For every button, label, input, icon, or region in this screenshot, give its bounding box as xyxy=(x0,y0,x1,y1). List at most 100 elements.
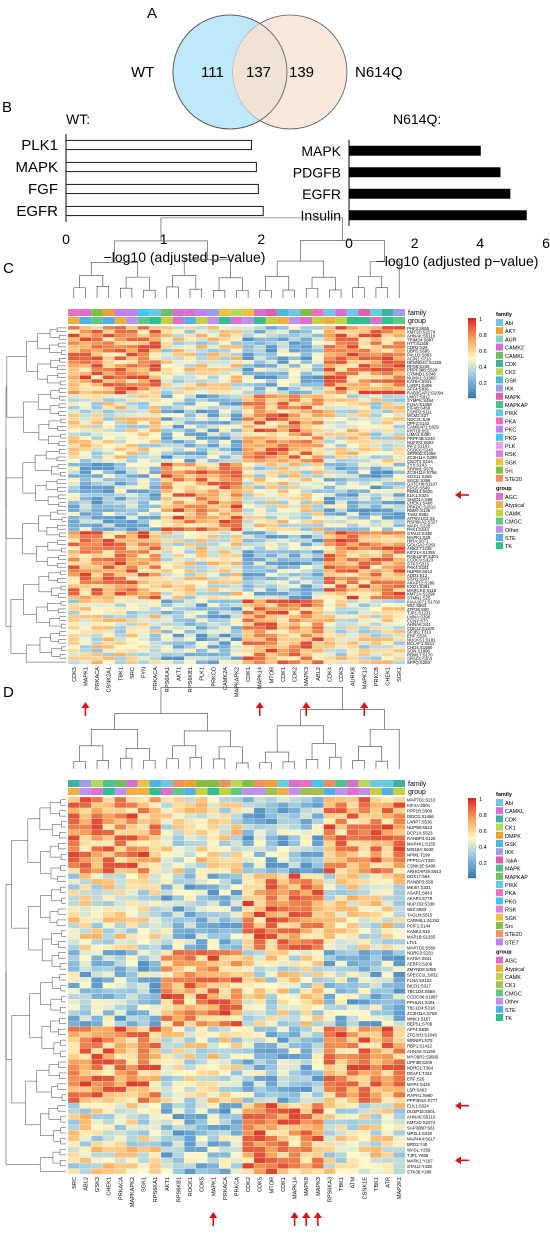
heatmap-cell xyxy=(311,938,324,945)
heatmap-cell xyxy=(91,1075,104,1082)
heatmap-cell xyxy=(160,1042,173,1049)
heatmap-cell xyxy=(253,614,266,619)
heatmap-cell xyxy=(207,1080,220,1087)
heatmap-cell xyxy=(358,618,371,623)
heatmap-cell xyxy=(184,1059,197,1066)
heatmap-cell xyxy=(381,352,394,357)
heatmap-cell xyxy=(184,813,197,820)
heatmap-cell xyxy=(91,538,104,543)
heatmap-cell xyxy=(323,401,336,407)
heatmap-cell xyxy=(393,1059,406,1066)
heatmap-cell xyxy=(160,409,173,414)
heatmap-cell xyxy=(393,504,406,509)
heatmap-cell xyxy=(323,451,336,456)
heatmap-cell xyxy=(358,553,371,558)
heatmap-cell xyxy=(172,884,185,891)
heatmap-cell xyxy=(67,409,80,414)
heatmap-cell xyxy=(137,363,150,369)
heatmap-cell xyxy=(253,363,266,369)
heatmap-cell xyxy=(195,933,208,940)
heatmap-cell xyxy=(184,982,197,989)
heatmap-cell xyxy=(91,656,104,661)
heatmap-cell xyxy=(207,356,220,361)
group-annotation-cell xyxy=(288,788,301,795)
heatmap-cell xyxy=(253,1091,266,1098)
heatmap-cell xyxy=(149,511,162,517)
heatmap-cell xyxy=(79,911,92,918)
heatmap-cell xyxy=(311,367,324,372)
heatmap-cell xyxy=(346,1020,359,1027)
heatmap-cell xyxy=(393,1097,406,1104)
heatmap-cell xyxy=(311,884,324,891)
heatmap-cell xyxy=(265,1026,278,1033)
heatmap-cell xyxy=(102,413,115,418)
row-dendrogram-branch xyxy=(57,426,66,431)
heatmap-cell xyxy=(125,584,139,589)
heatmap-cell xyxy=(149,504,162,509)
column-dendrogram-branch xyxy=(311,742,336,760)
heatmap-cell xyxy=(277,840,290,847)
heatmap-cell xyxy=(370,1102,383,1109)
heatmap-cell xyxy=(218,878,232,885)
heatmap-cell xyxy=(230,584,243,589)
heatmap-cell xyxy=(311,982,324,989)
heatmap-cell xyxy=(230,458,243,464)
heatmap-cell xyxy=(311,375,324,380)
row-dendrogram-branch xyxy=(58,639,66,644)
heatmap-cell xyxy=(370,561,383,566)
heatmap-cell xyxy=(288,546,301,551)
heatmap-cell xyxy=(125,394,139,399)
heatmap-cell xyxy=(114,610,127,615)
heatmap-cell xyxy=(172,851,185,858)
heatmap-cell xyxy=(335,485,348,490)
heatmap-cell xyxy=(265,960,278,967)
heatmap-cell xyxy=(381,851,394,858)
heatmap-cell xyxy=(381,379,394,384)
heatmap-cell xyxy=(184,796,197,803)
heatmap-cell xyxy=(242,443,255,448)
heatmap-cell xyxy=(67,489,80,494)
heatmap-cell xyxy=(102,641,115,646)
heatmap-cell xyxy=(393,656,406,661)
heatmap-cell xyxy=(265,856,278,863)
heatmap-cell xyxy=(102,1053,115,1060)
heatmap-cell xyxy=(335,1053,348,1060)
heatmap-cell xyxy=(288,633,301,638)
heatmap-cell xyxy=(288,473,301,479)
heatmap-cell xyxy=(102,1124,115,1131)
heatmap-cell xyxy=(277,428,290,433)
heatmap-cell xyxy=(370,367,383,372)
heatmap-cell xyxy=(218,966,232,973)
heatmap-cell xyxy=(160,519,173,524)
heatmap-cell xyxy=(288,644,301,650)
heatmap-cell xyxy=(335,933,348,940)
column-dendrogram-branch xyxy=(189,756,202,769)
heatmap-cell xyxy=(323,1059,336,1066)
column-label: CDK5 xyxy=(72,667,78,682)
heatmap-cell xyxy=(102,944,115,951)
heatmap-cell xyxy=(253,813,266,820)
color-scale-step xyxy=(468,324,476,327)
column-dendrogram-branch xyxy=(79,745,104,762)
heatmap-cell xyxy=(311,856,324,863)
row-label: STAU2:S438 xyxy=(407,531,432,536)
heatmap-cell xyxy=(160,477,173,483)
heatmap-cell xyxy=(207,523,220,528)
heatmap-cell xyxy=(218,933,232,940)
family-legend-swatch xyxy=(496,351,503,359)
heatmap-cell xyxy=(265,966,278,973)
heatmap-cell xyxy=(381,473,394,479)
heatmap-cell xyxy=(230,1102,243,1109)
heatmap-cell xyxy=(242,504,255,509)
heatmap-cell xyxy=(265,458,278,464)
heatmap-cell xyxy=(207,390,220,395)
heatmap-cell xyxy=(218,413,232,418)
family-annotation-cell xyxy=(102,309,115,316)
heatmap-cell xyxy=(265,840,278,847)
heatmap-cell xyxy=(137,873,150,880)
heatmap-cell xyxy=(323,553,336,558)
heatmap-cell xyxy=(381,1026,394,1033)
column-label: PRKACA xyxy=(95,667,101,690)
heatmap-cell xyxy=(79,648,92,653)
heatmap-cell xyxy=(184,394,197,399)
